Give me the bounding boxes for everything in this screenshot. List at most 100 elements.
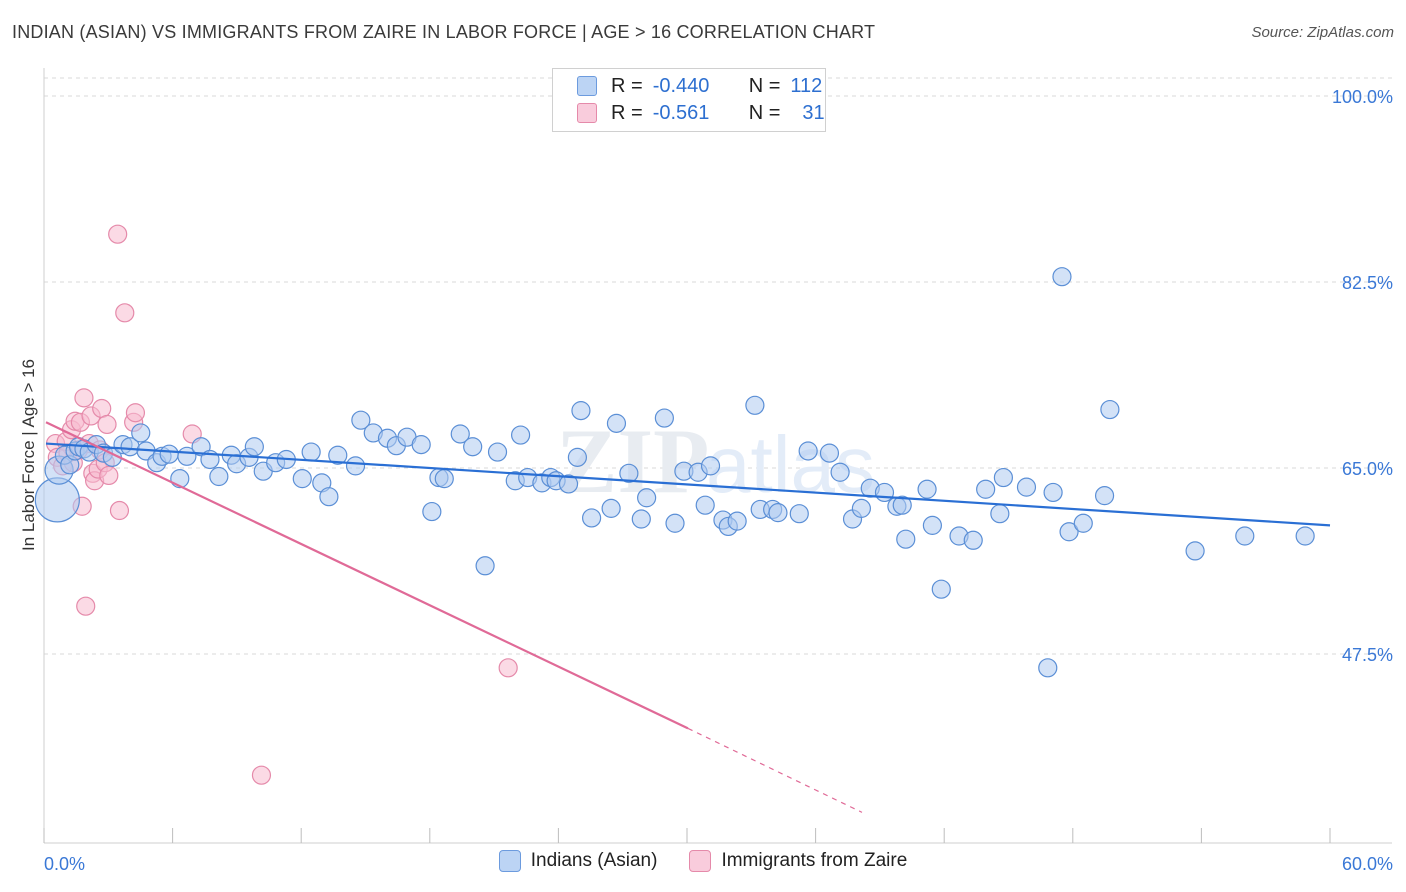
zaire-point: [108, 224, 128, 244]
indian-point: [345, 456, 366, 476]
series-label-indian: Indians (Asian): [530, 850, 658, 871]
indian-points: [34, 267, 1315, 678]
source-label: Source: ZipAtlas.com: [1251, 24, 1394, 41]
indian-point: [654, 408, 674, 428]
indian-point: [319, 487, 339, 507]
indian-point: [892, 495, 912, 515]
zaire-point: [498, 658, 518, 678]
indian-point: [993, 467, 1014, 488]
x-ticks: [43, 828, 1331, 843]
axes: [43, 68, 1392, 844]
indian-point: [1052, 267, 1072, 287]
indian-point: [209, 466, 229, 487]
legend-n-value: 31: [802, 101, 825, 124]
y-tick-label: 47.5%: [1342, 645, 1393, 665]
indian-point: [1016, 477, 1037, 497]
indian-point: [411, 435, 431, 455]
zaire-point: [76, 596, 96, 616]
indian-point: [1295, 526, 1315, 546]
chart-title: INDIAN (ASIAN) VS IMMIGRANTS FROM ZAIRE …: [12, 22, 876, 42]
trend-lines: [45, 421, 1331, 813]
indian-point: [1094, 486, 1115, 506]
series-swatch-pink: [689, 850, 712, 872]
indian-point: [695, 495, 715, 515]
legend-n-value: 112: [790, 74, 823, 97]
series-legend-zaire: Immigrants from Zaire: [689, 850, 907, 872]
indian-point: [463, 437, 483, 457]
indian-point: [931, 579, 951, 599]
indian-point: [789, 504, 809, 524]
indian-point: [874, 482, 895, 503]
indian-point: [700, 456, 721, 476]
legend-n-label: N =: [748, 101, 781, 124]
indian-point: [292, 469, 312, 489]
indian-point: [510, 425, 531, 445]
grid-lines: [44, 77, 1392, 655]
zaire-point: [97, 414, 117, 435]
legend-r-label: R =: [611, 74, 643, 97]
indian-point: [896, 529, 916, 549]
zaire-point: [74, 388, 94, 408]
indian-point: [976, 479, 996, 499]
indian-point: [768, 503, 788, 523]
indian-point: [244, 437, 264, 457]
indian-point: [798, 441, 818, 461]
legend-r-value: -0.440: [652, 74, 710, 97]
legend-r-value: -0.561: [652, 101, 710, 124]
indian-point: [619, 463, 639, 483]
x-tick-label-min: 0.0%: [44, 854, 85, 874]
zaire-points: [45, 224, 518, 785]
indian-point: [851, 498, 872, 518]
series-swatch-blue: [498, 850, 521, 872]
indian-point: [581, 508, 602, 528]
y-tick-label: 82.5%: [1342, 273, 1393, 293]
indian-point: [487, 442, 508, 462]
indian-point: [819, 443, 840, 463]
indian-point: [159, 444, 179, 464]
legend-r-label: R =: [611, 101, 643, 124]
indian-trend-line: [45, 442, 1331, 527]
indian-point: [1100, 399, 1120, 420]
y-tick-label: 100.0%: [1332, 87, 1393, 107]
indian-point: [475, 556, 495, 576]
indian-point: [328, 445, 348, 465]
indian-point: [917, 479, 937, 499]
indian-point: [1038, 658, 1058, 678]
indian-point: [450, 424, 470, 444]
series-legend-indian: Indians (Asian): [498, 850, 658, 872]
indian-point: [637, 488, 657, 508]
correlation-legend: R = -0.440 N = 112 R = -0.561 N = 31: [552, 68, 826, 132]
indian-point: [963, 530, 983, 550]
indian-point: [1073, 513, 1093, 533]
y-tick-label: 65.0%: [1342, 459, 1393, 479]
zaire-trend-line: [45, 421, 689, 730]
indian-point: [727, 511, 747, 531]
indian-point: [558, 474, 579, 494]
zaire-trend-extension: [687, 727, 863, 813]
indian-point: [922, 515, 943, 535]
series-label-zaire: Immigrants from Zaire: [721, 850, 908, 871]
y-tick-labels: 47.5% 65.0% 82.5% 100.0%: [1332, 87, 1393, 665]
indian-point: [1043, 482, 1063, 503]
legend-row-indian: R = -0.440 N = 112: [577, 73, 822, 99]
indian-point: [301, 442, 321, 462]
series-legend: Indians (Asian) Immigrants from Zaire: [0, 850, 1406, 872]
indian-point: [567, 447, 588, 467]
legend-n-label: N =: [748, 74, 781, 97]
indian-point: [1235, 526, 1255, 546]
indian-point: [131, 423, 151, 443]
legend-row-zaire: R = -0.561 N = 31: [577, 100, 825, 126]
indian-point: [422, 501, 442, 522]
indian-point: [571, 401, 591, 421]
indian-point: [351, 410, 371, 430]
indian-point: [745, 395, 765, 415]
x-tick-label-max: 60.0%: [1342, 854, 1393, 874]
legend-swatch-blue: [577, 76, 597, 96]
indian-point: [601, 498, 621, 518]
legend-swatch-pink: [577, 103, 597, 123]
zaire-point: [99, 465, 119, 486]
zaire-point: [115, 303, 135, 323]
zaire-point: [125, 403, 146, 423]
zaire-point: [251, 765, 272, 785]
